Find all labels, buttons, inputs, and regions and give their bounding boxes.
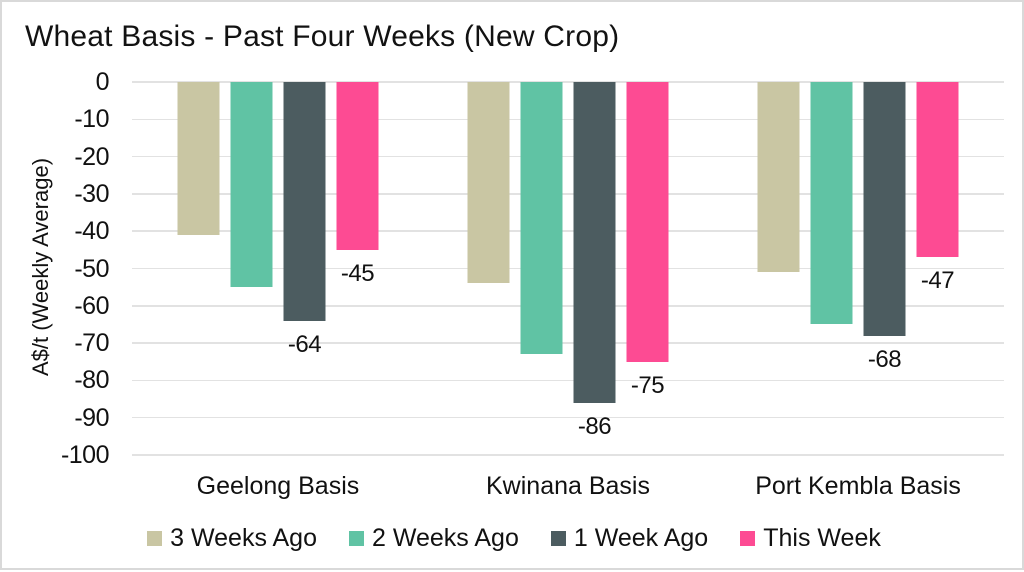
legend-item: 2 Weeks Ago: [349, 523, 519, 553]
bar: -86: [573, 82, 616, 440]
data-label: -75: [630, 371, 665, 399]
bar: [177, 82, 220, 235]
data-label: -68: [867, 345, 902, 373]
y-tick-label: -30: [74, 179, 109, 208]
y-tick-label: -20: [74, 142, 109, 171]
x-category-label: Geelong Basis: [196, 472, 360, 500]
y-tick-label: -10: [74, 105, 109, 134]
legend-item: This Week: [740, 523, 881, 553]
x-category-label: Port Kembla Basis: [755, 472, 961, 500]
bar: -75: [626, 82, 669, 399]
y-tick-label: 0: [95, 68, 110, 96]
bar-group: -68 -47: [757, 82, 959, 373]
y-tick-label: -40: [74, 217, 109, 246]
gridline: [132, 230, 1004, 232]
y-tick-label: -100: [60, 441, 110, 469]
data-label: -64: [287, 330, 322, 358]
bar-group: -64 -45: [177, 82, 379, 358]
y-tick-label: -60: [74, 291, 109, 320]
gridline: [132, 305, 1004, 307]
legend-swatch: [147, 530, 163, 546]
bar: [757, 82, 800, 273]
bar: [467, 82, 510, 284]
gridline: [132, 342, 1004, 344]
chart-title: Wheat Basis - Past Four Weeks (New Crop): [25, 20, 620, 53]
bar: -47: [916, 82, 959, 294]
bar: [230, 82, 273, 288]
bar: -64: [283, 82, 326, 358]
y-tick-label: -90: [74, 403, 109, 432]
bar: -68: [863, 82, 906, 373]
gridline: [132, 118, 1004, 121]
gridline: [132, 416, 1004, 419]
legend: 3 Weeks Ago 2 Weeks Ago 1 Week Ago This Wee…: [2, 523, 1024, 553]
legend-label: 1 Week Ago: [573, 524, 709, 552]
legend-item: 3 Weeks Ago: [147, 523, 317, 553]
legend-label: This Week: [763, 524, 881, 552]
gridline: [132, 267, 1004, 270]
data-label: -45: [340, 259, 375, 287]
gridline: [132, 81, 1004, 83]
gridline: [132, 454, 1004, 456]
bar: -45: [336, 82, 379, 287]
legend-swatch: [349, 530, 364, 546]
legend-label: 2 Weeks Ago: [372, 524, 519, 552]
y-axis-tick-labels: 0 -10 -20 -30 -40 -50 -60 -70 -80 -90 -100: [2, 2, 110, 572]
data-label: -47: [920, 267, 955, 295]
y-tick-label: -50: [74, 254, 109, 283]
x-category-label: Kwinana Basis: [486, 472, 650, 500]
bar: [810, 82, 853, 325]
bar: [520, 82, 563, 355]
y-tick-label: -70: [74, 329, 109, 358]
bar-group: -86 -75: [467, 82, 669, 440]
y-tick-label: -80: [74, 366, 109, 395]
gridline: [132, 193, 1004, 195]
legend-swatch: [740, 530, 756, 546]
gridline: [132, 155, 1004, 158]
legend-item: 1 Week Ago: [550, 523, 709, 553]
data-label: -86: [577, 412, 612, 440]
plot-area: -64 -45 -86 -75 -68 -47: [132, 81, 1004, 456]
legend-label: 3 Weeks Ago: [170, 524, 317, 552]
gridline: [132, 379, 1004, 382]
legend-swatch: [550, 530, 566, 546]
